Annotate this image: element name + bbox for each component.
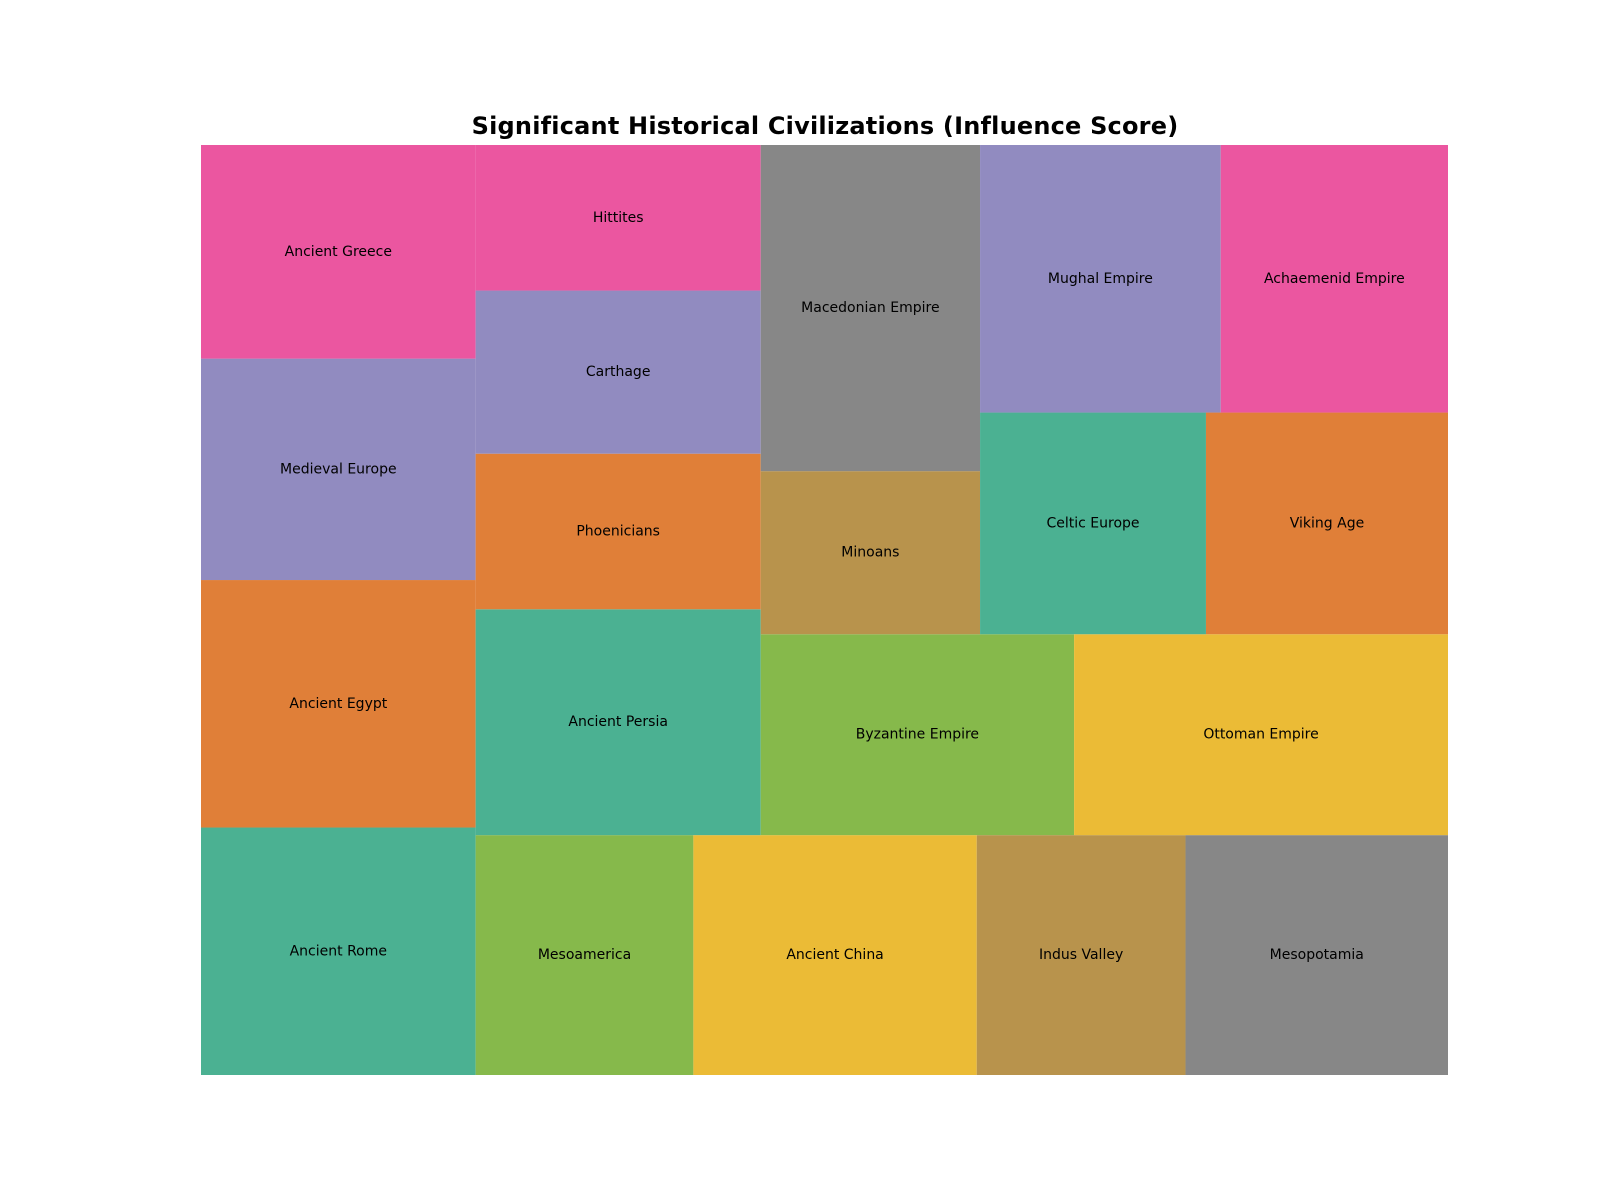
treemap-rect-byzantine-empire — [760, 634, 1075, 836]
treemap-tile-minoans: Minoans — [760, 471, 981, 635]
treemap-tile-mesopotamia: Mesopotamia — [1185, 835, 1448, 1075]
treemap-rect-hittites — [475, 145, 761, 291]
treemap-label-phoenicians: Phoenicians — [576, 523, 660, 539]
treemap-label-mesopotamia: Mesopotamia — [1270, 947, 1364, 963]
treemap-tile-mughal-empire: Mughal Empire — [980, 145, 1221, 413]
treemap-label-ancient-rome: Ancient Rome — [290, 943, 387, 959]
treemap-tile-viking-age: Viking Age — [1205, 412, 1448, 635]
treemap-label-hittites: Hittites — [593, 210, 644, 226]
treemap-tile-carthage: Carthage — [475, 290, 761, 454]
treemap-label-macedonian-empire: Macedonian Empire — [801, 300, 939, 316]
treemap-label-ottoman-empire: Ottoman Empire — [1203, 727, 1318, 743]
treemap-tile-ottoman-empire: Ottoman Empire — [1074, 634, 1448, 836]
treemap-rect-viking-age — [1205, 412, 1448, 635]
treemap-label-ancient-china: Ancient China — [786, 947, 883, 963]
treemap-tile-ancient-persia: Ancient Persia — [475, 609, 761, 836]
treemap-tile-ancient-rome: Ancient Rome — [201, 827, 476, 1075]
treemap-rect-indus-valley — [976, 835, 1186, 1075]
treemap-rect-celtic-europe — [980, 412, 1206, 635]
treemap-label-celtic-europe: Celtic Europe — [1046, 515, 1139, 531]
treemap-tile-mesoamerica: Mesoamerica — [475, 835, 694, 1075]
treemap-tile-indus-valley: Indus Valley — [976, 835, 1186, 1075]
treemap-rect-minoans — [760, 471, 981, 635]
treemap-label-ancient-persia: Ancient Persia — [568, 714, 668, 730]
treemap-tile-celtic-europe: Celtic Europe — [980, 412, 1206, 635]
treemap-label-viking-age: Viking Age — [1290, 515, 1364, 531]
treemap-tile-ancient-greece: Ancient Greece — [201, 145, 476, 359]
treemap-rect-phoenicians — [475, 453, 761, 610]
treemap-rect-macedonian-empire — [760, 145, 981, 472]
treemap-tile-byzantine-empire: Byzantine Empire — [760, 634, 1075, 836]
chart-title: Significant Historical Civilizations (In… — [471, 112, 1179, 140]
treemap-rect-mesoamerica — [475, 835, 694, 1075]
treemap-rect-medieval-europe — [201, 358, 476, 581]
treemap-tile-achaemenid-empire: Achaemenid Empire — [1220, 145, 1448, 413]
treemap-label-ancient-egypt: Ancient Egypt — [289, 696, 387, 712]
treemap-rect-ancient-persia — [475, 609, 761, 836]
treemap-rect-ancient-china — [693, 835, 977, 1075]
treemap-label-indus-valley: Indus Valley — [1039, 947, 1123, 963]
treemap-rect-mughal-empire — [980, 145, 1221, 413]
treemap-tile-phoenicians: Phoenicians — [475, 453, 761, 610]
treemap-label-minoans: Minoans — [841, 545, 899, 561]
treemap-rect-carthage — [475, 290, 761, 454]
treemap-tile-medieval-europe: Medieval Europe — [201, 358, 476, 581]
treemap-tile-ancient-china: Ancient China — [693, 835, 977, 1075]
treemap-tile-hittites: Hittites — [475, 145, 761, 291]
treemap-rect-ancient-egypt — [201, 580, 476, 828]
treemap-label-mesoamerica: Mesoamerica — [538, 947, 631, 963]
treemap-label-achaemenid-empire: Achaemenid Empire — [1264, 271, 1405, 287]
treemap-label-ancient-greece: Ancient Greece — [285, 244, 392, 260]
treemap-rect-ancient-greece — [201, 145, 476, 359]
treemap-tile-macedonian-empire: Macedonian Empire — [760, 145, 981, 472]
treemap-rect-achaemenid-empire — [1220, 145, 1448, 413]
treemap-rect-ancient-rome — [201, 827, 476, 1075]
treemap-label-mughal-empire: Mughal Empire — [1048, 271, 1153, 287]
treemap-label-medieval-europe: Medieval Europe — [280, 461, 397, 477]
treemap-label-byzantine-empire: Byzantine Empire — [856, 727, 979, 743]
treemap-rect-mesopotamia — [1185, 835, 1448, 1075]
treemap-rect-ottoman-empire — [1074, 634, 1448, 836]
treemap-label-carthage: Carthage — [586, 364, 651, 380]
treemap-tile-ancient-egypt: Ancient Egypt — [201, 580, 476, 828]
